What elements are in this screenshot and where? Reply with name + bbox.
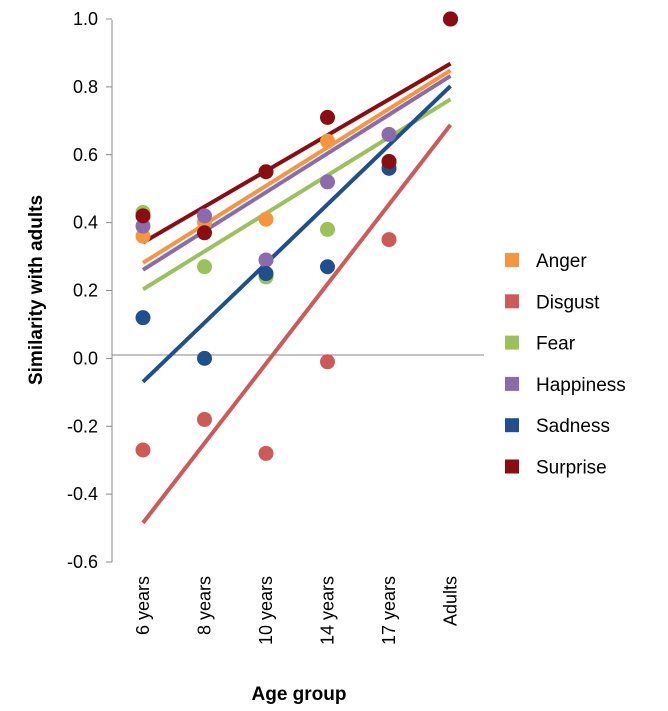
trendline <box>141 74 452 272</box>
data-point <box>320 174 335 190</box>
y-tick-label: 0.4 <box>73 213 98 233</box>
data-points <box>135 11 458 461</box>
trendline <box>141 123 453 525</box>
x-tick-labels: 6 years 8 years 10 years 14 years 17 years Ad… <box>133 576 461 645</box>
y-tick-label: 0.0 <box>73 348 98 368</box>
x-tick-label: Adults <box>441 576 461 626</box>
data-point <box>443 11 458 27</box>
data-point <box>381 126 397 142</box>
y-tick-label: -0.2 <box>67 416 98 436</box>
data-point <box>258 252 274 268</box>
data-point <box>135 208 151 224</box>
data-point <box>320 109 335 125</box>
legend: Anger Disgust Fear Happiness Sadness Surprise <box>505 251 626 479</box>
y-tick-label: 0.8 <box>73 77 98 97</box>
data-point <box>320 221 335 237</box>
x-tick-label: 14 years <box>318 576 338 645</box>
y-tick-label: -0.6 <box>67 552 98 572</box>
data-point <box>197 208 212 224</box>
data-point <box>197 411 212 427</box>
y-axis-title: Similarity with adults <box>26 195 47 385</box>
legend-swatch <box>505 376 519 391</box>
data-point <box>258 266 274 282</box>
data-point <box>258 211 274 227</box>
data-point <box>381 154 397 170</box>
legend-label: Anger <box>536 251 587 272</box>
legend-swatch <box>505 459 519 474</box>
legend-label: Surprise <box>536 458 607 479</box>
data-point <box>197 259 212 275</box>
trendline <box>141 61 452 245</box>
legend-label: Fear <box>536 334 576 355</box>
data-point <box>320 354 335 370</box>
legend-swatch <box>505 253 519 267</box>
trendline <box>141 97 452 292</box>
x-tick-label: 8 years <box>195 576 215 635</box>
x-tick-label: 6 years <box>133 576 153 635</box>
data-point <box>320 133 335 149</box>
legend-swatch <box>505 335 519 350</box>
data-point <box>258 445 274 461</box>
y-tick-labels: 1.0 0.8 0.6 0.4 0.2 0.0 -0.2 -0.4 -0.6 <box>67 9 112 572</box>
data-point <box>320 259 335 275</box>
legend-label: Disgust <box>536 292 600 313</box>
legend-swatch <box>505 418 519 433</box>
data-point <box>135 442 151 458</box>
legend-swatch <box>505 294 519 309</box>
y-tick-label: 0.6 <box>73 145 98 165</box>
y-tick-label: 1.0 <box>73 9 98 29</box>
data-point <box>381 232 397 248</box>
trendline <box>141 84 452 384</box>
x-tick-label: 10 years <box>256 576 276 645</box>
data-point <box>197 225 212 241</box>
y-tick-label: -0.4 <box>67 484 98 504</box>
trendlines <box>141 61 453 525</box>
trendline <box>141 68 452 265</box>
data-point <box>197 350 212 366</box>
y-tick-label: 0.2 <box>73 281 98 301</box>
data-point <box>135 310 151 326</box>
x-tick-label: 17 years <box>379 576 399 645</box>
legend-label: Happiness <box>536 375 626 396</box>
data-point <box>258 164 274 180</box>
legend-label: Sadness <box>536 416 610 437</box>
x-axis-title: Age group <box>252 684 347 705</box>
